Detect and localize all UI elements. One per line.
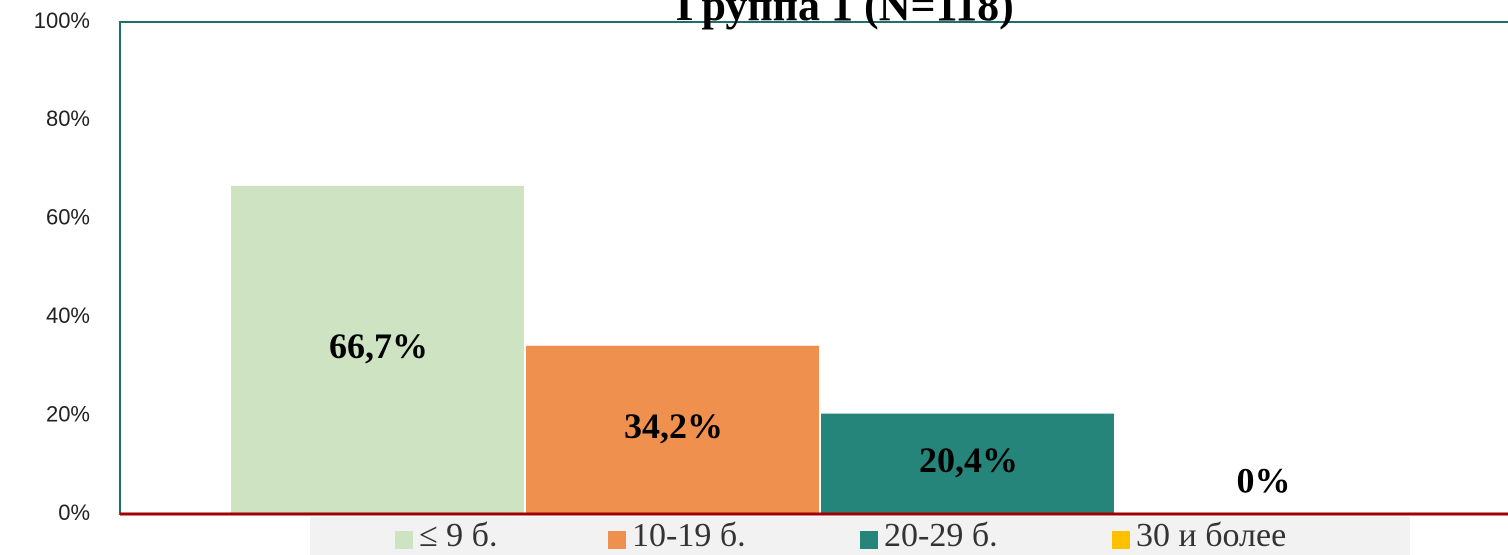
data-label: 66,7% bbox=[329, 326, 428, 366]
legend-swatch bbox=[860, 531, 878, 549]
y-tick-label: 0% bbox=[58, 500, 90, 525]
chart-title: Группа 1 (N=118) bbox=[676, 0, 1014, 30]
data-label: 0% bbox=[1237, 460, 1291, 500]
legend-label: 30 и более bbox=[1136, 517, 1286, 554]
legend-swatch bbox=[1112, 531, 1130, 549]
y-tick-label: 80% bbox=[46, 106, 90, 131]
legend-swatch bbox=[395, 531, 413, 549]
y-tick-label: 20% bbox=[46, 401, 90, 426]
data-label: 20,4% bbox=[919, 440, 1018, 480]
data-label: 34,2% bbox=[624, 406, 723, 446]
bar bbox=[231, 185, 524, 514]
y-tick-label: 40% bbox=[46, 303, 90, 328]
bar bbox=[821, 413, 1114, 514]
y-tick-label: 60% bbox=[46, 205, 90, 230]
legend-swatch bbox=[608, 531, 626, 549]
legend-label: ≤ 9 б. bbox=[419, 517, 497, 554]
bar bbox=[526, 345, 819, 514]
legend-label: 20-29 б. bbox=[884, 517, 998, 554]
legend-label: 10-19 б. bbox=[632, 517, 746, 554]
y-tick-label: 100% bbox=[34, 8, 90, 33]
